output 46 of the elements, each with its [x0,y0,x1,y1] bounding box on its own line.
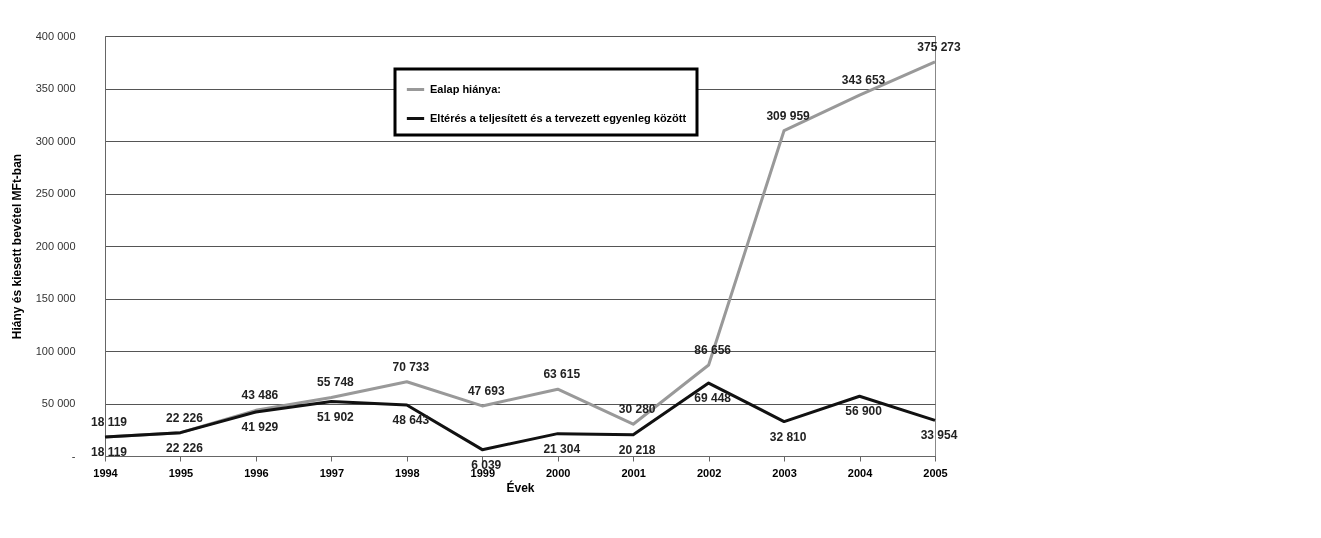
y-tick-label: 300 000 [35,134,76,147]
data-label: 32 810 [769,429,807,444]
data-label: 30 280 [618,402,656,417]
data-label: 63 615 [543,367,581,382]
data-label: 309 959 [766,108,811,123]
data-label: 70 733 [392,359,430,374]
x-tick-label: 1998 [395,466,420,479]
y-tick-label: 100 000 [35,344,76,357]
y-tick-label: 350 000 [35,82,76,94]
x-tick-label: 2004 [847,466,874,479]
y-tick-label: 400 000 [35,29,76,42]
y-tick-label: 150 000 [35,292,76,304]
data-label: 51 902 [317,409,355,424]
x-tick-label: 1997 [319,466,345,479]
data-label: 18 119 [90,444,128,459]
x-tick-label: 1996 [244,466,269,479]
data-label: 41 929 [241,419,279,434]
legend-label: Ealap hiánya: [430,82,501,95]
legend-label: Eltérés a teljesített és a tervezett egyenleg között [430,111,687,124]
data-label: 20 218 [618,442,656,457]
x-tick-label: 2005 [923,466,948,479]
data-label: 48 643 [392,412,430,427]
data-label: 55 748 [317,375,355,390]
data-label: 22 226 [166,410,204,425]
data-label: 343 653 [841,73,886,88]
x-axis-title: Évek [506,479,535,495]
data-label: 43 486 [241,388,279,403]
data-label: 47 693 [467,383,505,398]
y-axis-title: Hiány és kiesett bevétel MFt-ban [9,153,24,340]
data-label: 18 119 [90,414,128,429]
x-tick-label: 1995 [168,466,194,479]
data-label: 33 954 [920,428,958,443]
x-tick-label: 2000 [545,466,571,479]
x-tick-label: 2003 [772,466,797,479]
x-tick-label: 1994 [93,466,119,479]
y-tick-label: 250 000 [35,187,76,199]
y-tick-label: - [71,449,76,462]
data-label: 21 304 [543,441,581,456]
y-tick-label: 50 000 [41,397,76,409]
data-label: 56 900 [845,404,883,419]
data-label: 69 448 [694,391,732,406]
data-label: 22 226 [166,440,204,455]
data-label: 375 273 [917,39,962,54]
x-tick-label: 2002 [696,466,722,479]
y-tick-label: 200 000 [35,239,76,252]
x-tick-label: 2001 [621,466,646,479]
